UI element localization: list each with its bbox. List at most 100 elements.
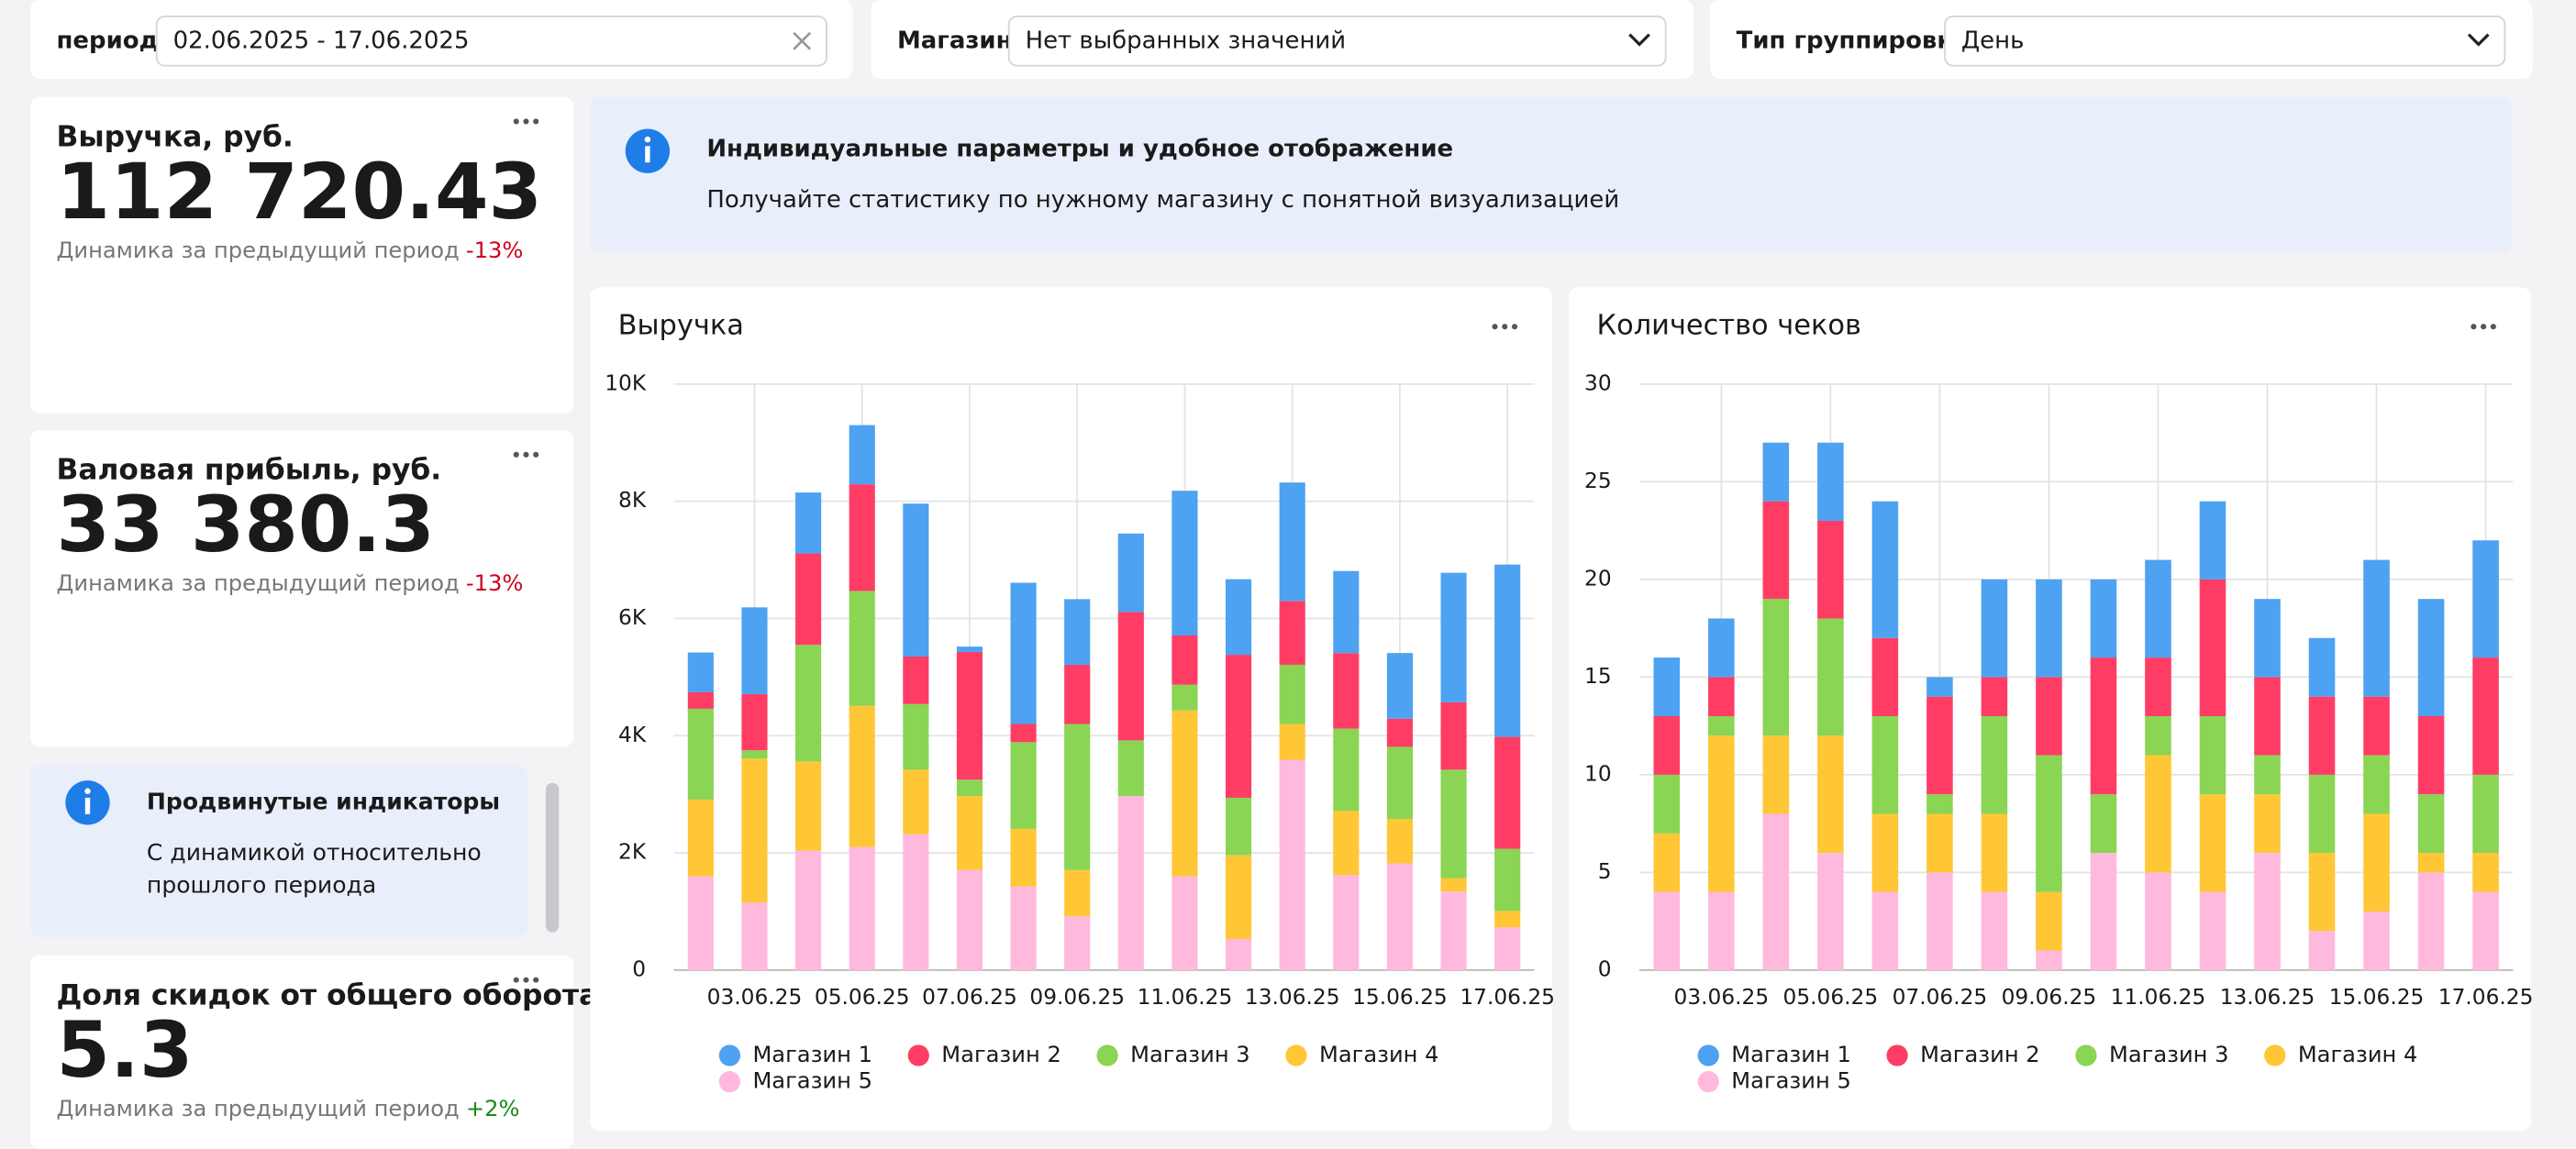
legend-label[interactable]: Магазин 2: [1920, 1042, 2040, 1067]
bar-segment: [1226, 939, 1252, 970]
legend-swatch[interactable]: [907, 1044, 929, 1066]
legend-label[interactable]: Магазин 1: [1731, 1042, 1851, 1067]
bar-segment: [1926, 677, 1953, 697]
bar-segment: [2254, 755, 2281, 795]
bar-segment: [2472, 853, 2499, 892]
bar-segment: [1762, 599, 1790, 736]
menu-dot[interactable]: [513, 451, 519, 458]
bar-segment: [2254, 853, 2281, 970]
bar-segment: [1064, 664, 1091, 724]
chart-title: Количество чеков: [1597, 310, 1861, 342]
legend-label[interactable]: Магазин 5: [1731, 1068, 1851, 1094]
y-tick-label: 15: [1584, 664, 1612, 689]
bar-segment: [1440, 878, 1467, 892]
menu-dot[interactable]: [533, 451, 539, 458]
filter-input[interactable]: [1944, 16, 2506, 67]
bar-segment: [1762, 735, 1790, 814]
bar-segment: [2145, 657, 2171, 716]
menu-dot[interactable]: [2481, 324, 2487, 330]
bar-segment: [1981, 891, 2008, 970]
bar-segment: [1926, 696, 1953, 795]
bar-segment: [687, 691, 714, 709]
x-tick-label: 07.06.25: [1893, 985, 1988, 1010]
legend-label[interactable]: Магазин 5: [752, 1068, 872, 1094]
kpi-note-text: Динамика за предыдущий период: [57, 238, 460, 263]
bar-segment: [1653, 774, 1681, 834]
bar-segment: [1064, 599, 1091, 665]
bar-segment: [2145, 559, 2171, 658]
menu-dot[interactable]: [523, 118, 529, 125]
kpi-note: Динамика за предыдущий период +2%: [57, 1096, 520, 1121]
bar-segment: [1171, 710, 1198, 877]
x-tick-label: 13.06.25: [2220, 985, 2315, 1010]
filter-label: Магазин: [897, 27, 1013, 54]
menu-dot[interactable]: [523, 451, 529, 458]
filter-input[interactable]: [1007, 16, 1667, 67]
bar-segment: [2308, 774, 2336, 854]
bar-segment: [795, 761, 822, 851]
bar-segment: [1817, 735, 1844, 854]
menu-dot[interactable]: [1511, 324, 1518, 330]
filter-input[interactable]: [155, 16, 827, 67]
menu-dot[interactable]: [1502, 324, 1508, 330]
menu-dot[interactable]: [533, 118, 539, 125]
bar-segment: [1386, 746, 1414, 820]
bar-segment: [2199, 501, 2226, 580]
legend-label[interactable]: Магазин 4: [1319, 1042, 1439, 1067]
legend-label[interactable]: Магазин 3: [2109, 1042, 2229, 1067]
bar-segment: [1871, 637, 1899, 716]
legend-swatch[interactable]: [2075, 1044, 2097, 1066]
bar-segment: [2199, 715, 2226, 795]
x-tick-label: 09.06.25: [1029, 985, 1125, 1010]
bar-segment: [1010, 886, 1037, 970]
x-tick-label: 05.06.25: [1783, 985, 1879, 1010]
kpi-card: [29, 429, 574, 747]
legend-swatch[interactable]: [1886, 1044, 1908, 1066]
legend-swatch[interactable]: [1096, 1044, 1118, 1066]
bar-segment: [1279, 759, 1305, 970]
bar-segment: [1871, 891, 1899, 970]
bar-segment: [1226, 579, 1252, 656]
legend-label[interactable]: Магазин 4: [2298, 1042, 2418, 1067]
menu-dot[interactable]: [1492, 324, 1498, 330]
clear-icon[interactable]: [793, 31, 812, 50]
bar-segment: [849, 425, 875, 485]
kpi-note-text: Динамика за предыдущий период: [57, 1096, 460, 1121]
bar-segment: [903, 657, 929, 704]
menu-dot[interactable]: [533, 977, 539, 983]
chevron-icon[interactable]: [1628, 33, 1650, 47]
bar-segment: [2472, 540, 2499, 658]
legend-label[interactable]: Магазин 1: [752, 1042, 872, 1067]
menu-dot[interactable]: [513, 977, 519, 983]
legend-swatch[interactable]: [2264, 1044, 2286, 1066]
legend-label[interactable]: Магазин 2: [941, 1042, 1061, 1067]
legend-swatch[interactable]: [1285, 1044, 1307, 1066]
kpi-note: Динамика за предыдущий период -13%: [57, 238, 524, 263]
bar-segment: [1817, 520, 1844, 619]
legend-swatch[interactable]: [718, 1044, 741, 1066]
menu-dot[interactable]: [2490, 324, 2496, 330]
bar-segment: [1494, 911, 1521, 928]
bar-segment: [1440, 891, 1467, 970]
chevron-icon[interactable]: [2467, 33, 2490, 47]
bar-segment: [956, 779, 983, 797]
y-tick-label: 25: [1584, 469, 1612, 493]
legend-swatch[interactable]: [718, 1070, 741, 1093]
bar-segment: [2254, 599, 2281, 678]
kpi-value: 33 380.3: [57, 480, 435, 569]
menu-dot[interactable]: [513, 118, 519, 125]
legend-swatch[interactable]: [1697, 1070, 1719, 1093]
bar-segment: [741, 693, 768, 751]
kpi-card: [29, 955, 574, 1149]
legend-swatch[interactable]: [1697, 1044, 1719, 1066]
bar-segment: [2199, 891, 2226, 970]
y-tick-label: 5: [1598, 859, 1612, 884]
scrollbar-thumb[interactable]: [545, 782, 560, 933]
legend-label[interactable]: Магазин 3: [1130, 1042, 1250, 1067]
bar-segment: [1010, 742, 1037, 829]
bar-segment: [1926, 872, 1953, 970]
menu-dot[interactable]: [523, 977, 529, 983]
bar-segment: [1386, 653, 1414, 719]
bar-segment: [849, 591, 875, 706]
menu-dot[interactable]: [2471, 324, 2477, 330]
